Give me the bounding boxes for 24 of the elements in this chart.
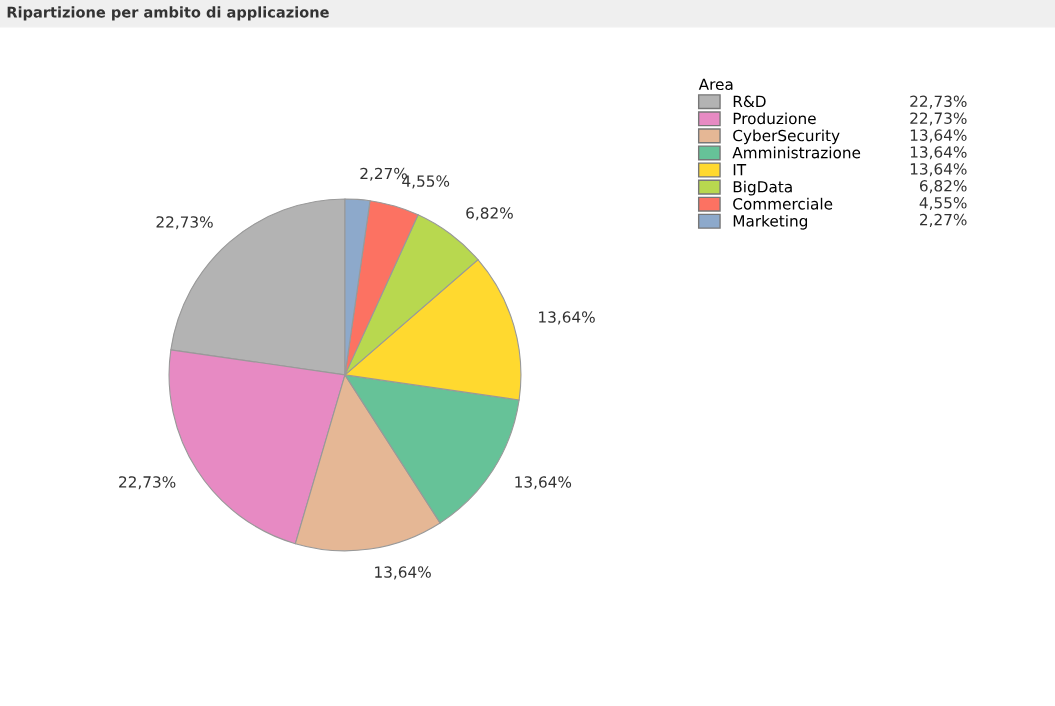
data-label: 13,64% [375, 566, 431, 580]
text: 22,73% [910, 112, 967, 126]
legend-label: Commerciale [733, 197, 833, 210]
legend-label: Amministrazione [732, 146, 861, 159]
legend-title: Area [698, 78, 733, 91]
text: 22,73% [910, 95, 967, 109]
legend-label: Produzione [733, 112, 816, 125]
data-label: 13,64% [539, 311, 595, 325]
text: 13,64% [910, 129, 967, 143]
data-label: 22,73% [119, 476, 176, 490]
text: 2,27% [920, 213, 967, 227]
text: 4,55% [919, 196, 967, 211]
data-label: 22,73% [156, 216, 213, 230]
legend-label: IT [733, 164, 747, 176]
text: 13,64% [910, 163, 967, 177]
legend-label: R&D [733, 95, 766, 108]
chart-title: Ripartizione per ambito di applicazione [7, 6, 329, 21]
text: 6,82% [919, 180, 967, 194]
legend-label: BigData [733, 180, 792, 196]
legend-label: Marketing [733, 214, 808, 230]
legend-label: CyberSecurity [733, 129, 840, 145]
text: 13,64% [910, 146, 967, 160]
data-label: 13,64% [515, 476, 572, 490]
data-label: 6,82% [466, 207, 513, 221]
